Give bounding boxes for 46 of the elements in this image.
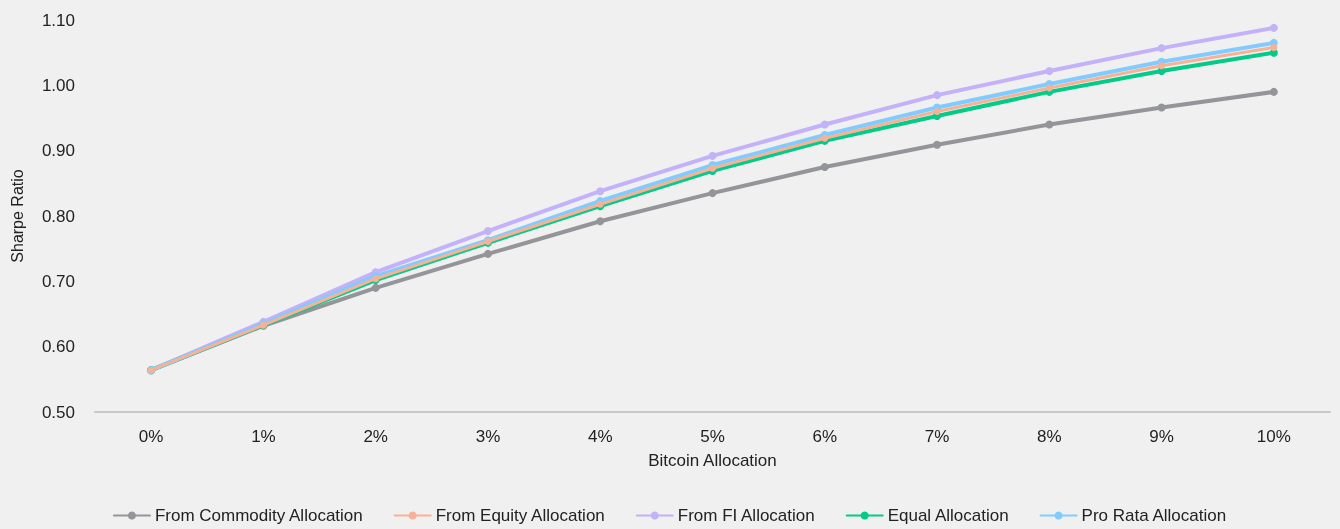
legend-label: From FI Allocation: [677, 506, 815, 525]
point: [933, 140, 942, 149]
x-tick-label: 5%: [700, 427, 725, 446]
point: [933, 107, 941, 115]
point: [483, 249, 492, 258]
point: [933, 91, 942, 100]
point: [820, 163, 829, 171]
y-tick-label: 0.50: [41, 402, 75, 422]
x-tick-label: 6%: [812, 427, 838, 446]
point: [596, 217, 605, 226]
y-tick-label: 1.10: [41, 10, 75, 30]
point: [596, 187, 605, 196]
point: [1045, 66, 1054, 75]
point: [1270, 43, 1278, 51]
x-axis-title: Bitcoin Allocation: [648, 451, 777, 470]
point: [371, 283, 380, 292]
x-tick-label: 1%: [251, 427, 276, 446]
x-tick-label: 9%: [1149, 427, 1174, 446]
y-axis-title: Sharpe Ratio: [8, 169, 26, 263]
y-tick-label: 1.00: [41, 75, 75, 95]
x-tick-label: 10%: [1256, 427, 1291, 446]
legend-label: Pro Rata Allocation: [1081, 506, 1227, 525]
y-tick-label: 0.70: [41, 271, 75, 291]
x-tick-label: 0%: [138, 427, 164, 446]
point: [1045, 84, 1053, 92]
x-tick-label: 2%: [363, 427, 388, 446]
point: [1158, 62, 1166, 70]
point: [1157, 44, 1166, 53]
point: [708, 151, 717, 160]
y-tick-label: 0.60: [41, 337, 75, 357]
legend-label: From Equity Allocation: [435, 506, 605, 525]
legend-label: From Commodity Allocation: [154, 506, 363, 525]
point: [820, 120, 829, 129]
point: [1045, 120, 1054, 129]
x-tick-label: 8%: [1037, 427, 1062, 446]
y-tick-label: 0.80: [41, 206, 75, 226]
y-tick-label: 0.90: [41, 141, 75, 161]
x-tick-label: 3%: [475, 427, 501, 446]
legend-label: Equal Allocation: [887, 506, 1009, 525]
x-tick-label: 4%: [587, 427, 613, 446]
point: [708, 189, 717, 198]
point: [1269, 23, 1278, 32]
point: [1157, 103, 1166, 112]
point: [483, 227, 492, 236]
point: [1269, 87, 1278, 96]
x-tick-label: 7%: [924, 427, 950, 446]
